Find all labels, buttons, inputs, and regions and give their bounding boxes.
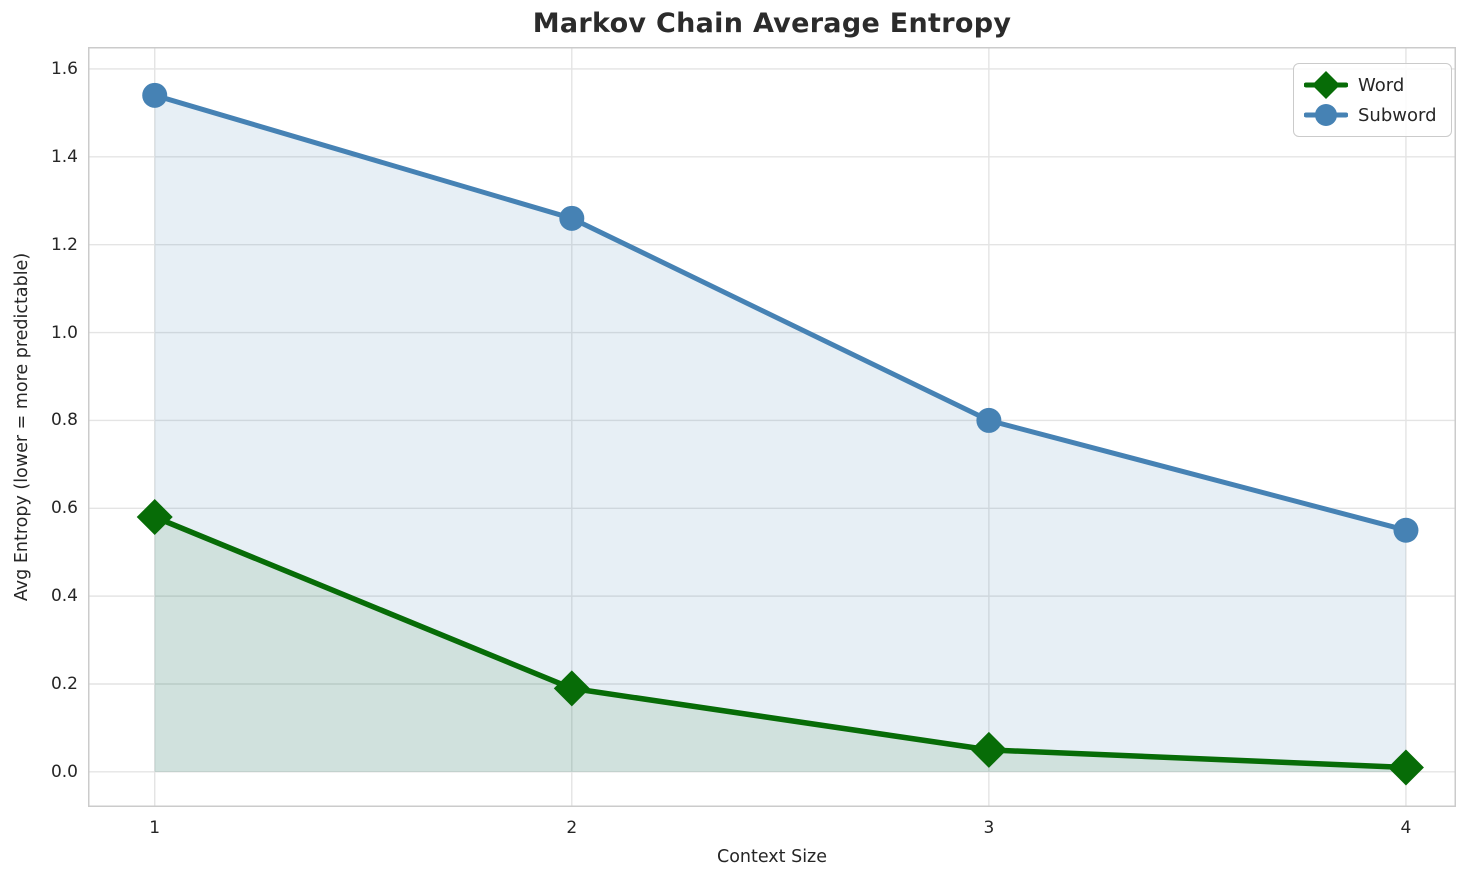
circle-marker-icon bbox=[1304, 104, 1348, 126]
y-tick-label: 1.2 bbox=[50, 234, 78, 255]
legend: Word Subword bbox=[1293, 63, 1452, 137]
series-fill-word bbox=[154, 517, 1406, 772]
y-tick-label: 0.2 bbox=[50, 673, 78, 694]
marker-subword-4 bbox=[1393, 517, 1419, 543]
y-tick-label: 1.6 bbox=[50, 58, 78, 79]
marker-word-3 bbox=[970, 731, 1007, 768]
plot-area bbox=[88, 47, 1456, 807]
series-line-word bbox=[151, 514, 1409, 771]
chart-title: Markov Chain Average Entropy bbox=[532, 8, 1012, 39]
x-tick-label: 4 bbox=[1400, 818, 1412, 838]
legend-label: Subword bbox=[1358, 104, 1437, 126]
y-tick-label: 0.0 bbox=[50, 761, 78, 782]
y-tick-label: 0.4 bbox=[50, 586, 78, 607]
x-tick-label: 1 bbox=[149, 818, 161, 838]
legend-label: Word bbox=[1358, 74, 1405, 96]
series-line-subword bbox=[152, 92, 1409, 533]
marker-subword-1 bbox=[142, 82, 168, 108]
marker-word-4 bbox=[1387, 749, 1424, 786]
y-tick-label: 0.8 bbox=[50, 410, 78, 431]
y-axis-label: Avg Entropy (lower = more predictable) bbox=[12, 252, 32, 602]
y-tick-label: 1.4 bbox=[50, 146, 78, 167]
x-tick-label: 2 bbox=[566, 818, 578, 838]
diamond-marker-icon bbox=[1304, 71, 1348, 99]
marker-word-1 bbox=[136, 499, 173, 536]
marker-subword-2 bbox=[559, 205, 585, 231]
series-fill-subword bbox=[154, 95, 1406, 772]
legend-item-subword: Subword bbox=[1304, 101, 1437, 129]
grid-layer bbox=[88, 47, 1456, 807]
x-axis-label: Context Size bbox=[716, 847, 828, 867]
legend-item-word: Word bbox=[1304, 71, 1437, 99]
y-tick-label: 1.0 bbox=[50, 322, 78, 343]
y-tick-label: 0.6 bbox=[50, 498, 78, 519]
marker-subword-3 bbox=[976, 407, 1002, 433]
plot-frame bbox=[88, 47, 1456, 807]
marker-word-2 bbox=[553, 670, 590, 707]
x-tick-label: 3 bbox=[983, 818, 995, 838]
